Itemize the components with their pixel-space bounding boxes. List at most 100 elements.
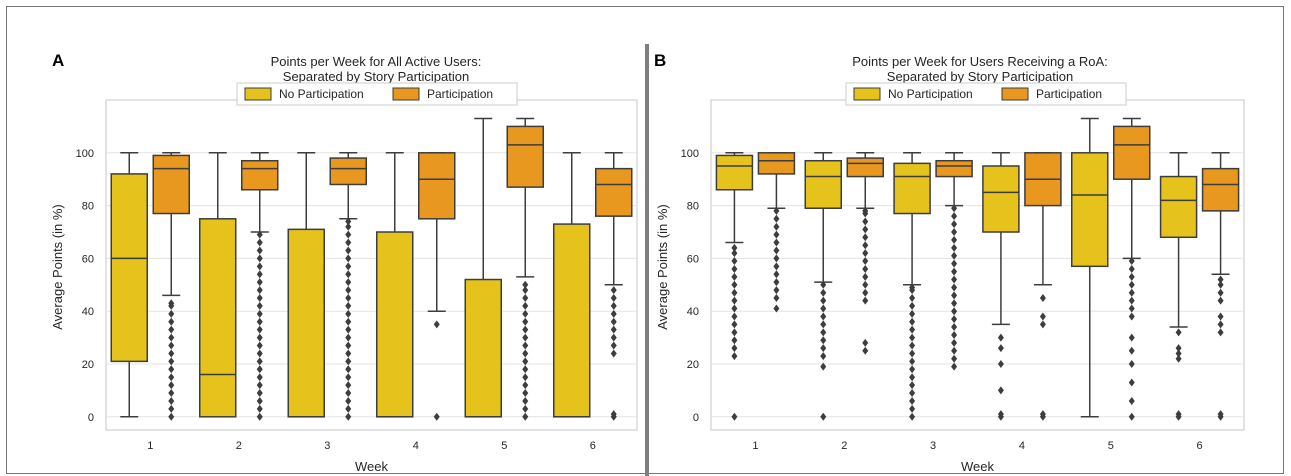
box-participation-week-6 [595, 152, 633, 421]
outlier-point [773, 238, 780, 247]
legend-label: Participation [1036, 87, 1102, 101]
outlier-point [1217, 320, 1224, 329]
outlier-point [168, 309, 175, 318]
chart-title-line: Separated by Story Participation [283, 69, 469, 84]
outlier-point [862, 257, 869, 266]
box-participation-week-3 [935, 152, 973, 371]
outlier-point [522, 412, 529, 421]
y-tick-label: 60 [82, 253, 94, 265]
outlier-point [610, 301, 617, 310]
outlier-point [773, 246, 780, 255]
outlier-point [522, 294, 529, 302]
box-no-participation-week-6 [1159, 152, 1198, 421]
box-iqr [418, 152, 456, 220]
y-tick-label: 40 [82, 306, 94, 318]
outlier-point [522, 373, 529, 382]
chart-title-line: Separated by Story Participation [887, 69, 1073, 84]
outlier-point [1128, 280, 1135, 289]
outlier-point [820, 296, 827, 305]
outlier-point [1175, 344, 1182, 353]
outlier-point [345, 357, 352, 366]
outlier-point [345, 317, 352, 326]
outlier-point [1128, 312, 1135, 321]
outlier-point [256, 254, 263, 263]
outlier-point [168, 357, 175, 366]
outlier-point [773, 294, 780, 302]
outlier-point [345, 222, 352, 231]
outlier-point [951, 267, 958, 276]
box-no-participation-week-3 [893, 152, 931, 421]
outlier-point [522, 357, 529, 366]
x-tick-label: 4 [1019, 440, 1025, 452]
outlier-point [773, 278, 780, 287]
outlier-point [773, 230, 780, 239]
outlier-point [1039, 320, 1046, 329]
outlier-point [256, 294, 263, 302]
outlier-point [951, 243, 958, 252]
box-iqr [241, 159, 279, 191]
outlier-point [1217, 312, 1224, 321]
box-no-participation-week-1 [715, 152, 754, 421]
outlier-point [168, 349, 175, 358]
outlier-point [522, 349, 529, 358]
x-tick-label: 5 [1108, 440, 1114, 452]
outlier-point [256, 278, 263, 287]
box-iqr [1113, 125, 1151, 180]
outlier-point [951, 204, 958, 213]
outlier-point [345, 404, 352, 413]
box-iqr [893, 162, 931, 215]
legend: No Participation Participation [236, 82, 518, 106]
outlier-point [820, 336, 827, 345]
outlier-point [168, 317, 175, 326]
outlier-point [909, 389, 916, 398]
outlier-point [168, 325, 175, 334]
box-iqr [1201, 167, 1240, 212]
outlier-point [951, 362, 958, 371]
outlier-point [345, 246, 352, 255]
outlier-point [820, 280, 827, 289]
outlier-point [909, 294, 916, 302]
legend-swatch [392, 87, 420, 101]
outlier-point [862, 296, 869, 305]
outlier-point [909, 396, 916, 405]
outlier-point [522, 325, 529, 334]
outlier-point [909, 412, 916, 421]
y-axis-label: Average Points (in %) [655, 204, 670, 330]
outlier-point [256, 381, 263, 390]
box-no-participation-week-4 [982, 152, 1020, 421]
outlier-point [997, 410, 1004, 419]
y-tick-label: 0 [88, 412, 94, 424]
y-tick-label: 100 [76, 148, 94, 160]
outlier-point [256, 286, 263, 295]
outlier-point [951, 323, 958, 332]
outlier-point [731, 336, 738, 345]
outlier-point [256, 365, 263, 374]
outlier-point [345, 230, 352, 239]
outlier-point [951, 307, 958, 316]
outlier-point [820, 312, 827, 321]
outlier-point [610, 317, 617, 326]
outlier-point [433, 412, 440, 421]
outlier-point [862, 264, 869, 273]
outlier-point [168, 412, 175, 421]
outlier-point [909, 381, 916, 390]
outlier-point [909, 357, 916, 366]
chart-title-line: Points per Week for All Active Users: [271, 54, 482, 69]
outlier-point [610, 333, 617, 342]
outlier-point [345, 396, 352, 405]
outlier-point [610, 325, 617, 334]
outlier-point [345, 365, 352, 374]
y-tick-label: 40 [687, 306, 699, 318]
outlier-point [731, 412, 738, 421]
box-iqr [199, 218, 237, 418]
outlier-point [345, 381, 352, 390]
outlier-point [951, 299, 958, 308]
x-tick-label: 3 [930, 440, 936, 452]
outlier-point [909, 373, 916, 382]
outlier-point [997, 386, 1004, 395]
outlier-point [256, 325, 263, 334]
box-iqr [287, 228, 325, 418]
outlier-point [951, 212, 958, 221]
outlier-point [909, 341, 916, 350]
outlier-point [1128, 288, 1135, 297]
